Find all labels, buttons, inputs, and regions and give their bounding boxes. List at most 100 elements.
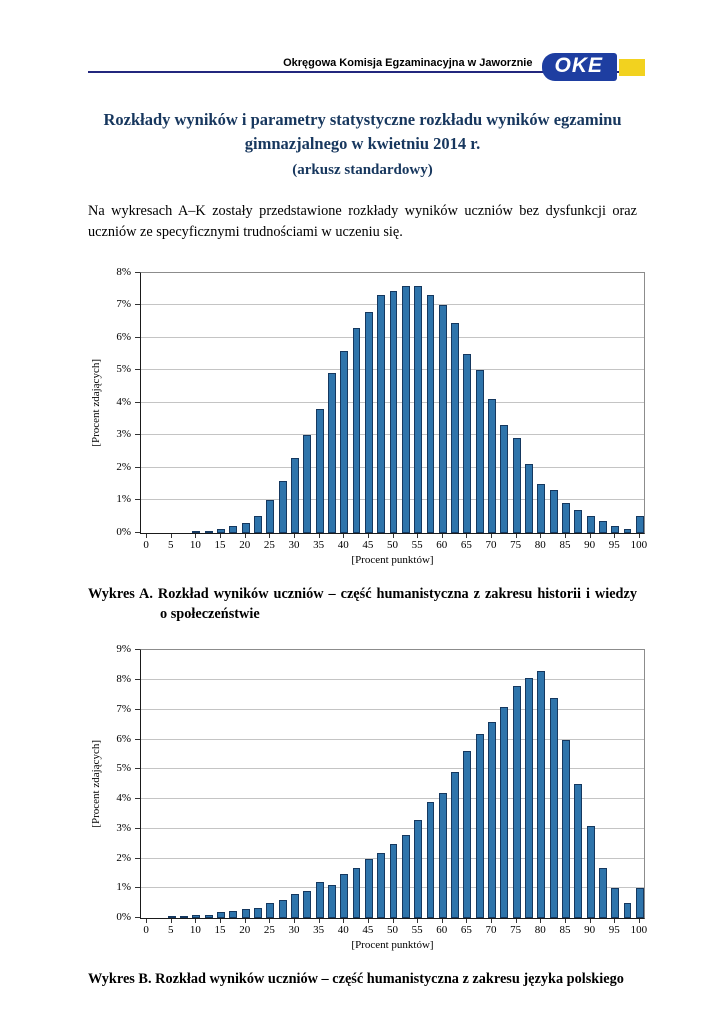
bar (574, 509, 583, 533)
y-tick-mark (135, 369, 140, 371)
document-title-line2: gimnazjalnego w kwietniu 2014 r. (244, 133, 481, 153)
chart-a-caption-line2: o społeczeństwie (160, 606, 260, 623)
bar (401, 285, 410, 533)
bar (475, 733, 484, 919)
x-tick-label: 25 (263, 538, 275, 551)
y-tick-mark (135, 401, 140, 403)
x-tick-mark (220, 533, 222, 538)
header-content: Okręgowa Komisja Egzaminacyjna w Jaworzn… (283, 53, 645, 82)
x-tick-mark (392, 533, 394, 538)
y-tick-mark (135, 678, 140, 680)
y-tick-label: 6% (116, 330, 131, 343)
bar (180, 916, 189, 919)
bar (327, 885, 336, 919)
bar (623, 529, 632, 533)
x-tick-mark (195, 533, 197, 538)
y-tick-mark (135, 531, 140, 533)
bar (635, 516, 644, 533)
x-tick-label: 5 (168, 924, 174, 937)
bar (217, 529, 225, 533)
y-tick-mark (135, 738, 140, 740)
bar (500, 425, 509, 533)
bar (352, 327, 361, 533)
y-tick-label: 5% (116, 363, 131, 376)
y-tick-label: 0% (116, 525, 131, 538)
bar (561, 503, 570, 533)
x-tick-mark (244, 919, 246, 924)
bar (635, 888, 644, 919)
y-tick-label: 9% (116, 643, 131, 656)
x-tick-mark (638, 533, 640, 538)
y-tick-label: 5% (116, 762, 131, 775)
x-tick-label: 55 (411, 924, 423, 937)
bar (377, 852, 386, 919)
bar (438, 305, 447, 533)
x-tick-label: 15 (214, 924, 226, 937)
bar (574, 784, 583, 919)
y-tick-label: 2% (116, 851, 131, 864)
oke-logo: OKE (542, 53, 645, 81)
y-axis: 0% 1% 2% 3% 4% 5% 6% 7% 8% 9% (104, 643, 140, 923)
x-tick-label: 10 (189, 924, 201, 937)
bar (537, 483, 546, 533)
x-tick-mark (367, 533, 369, 538)
chart-b-caption: Wykres B. Rozkład wyników uczniów – częś… (88, 971, 624, 988)
document-title: Rozkłady wyników i parametry statystyczn… (88, 108, 637, 156)
bar (241, 522, 250, 533)
bar (340, 873, 349, 919)
x-tick-mark (146, 533, 148, 538)
x-tick-mark (515, 533, 517, 538)
x-tick-label: 20 (239, 924, 251, 937)
x-tick-label: 35 (313, 924, 325, 937)
plot-area (140, 271, 645, 534)
x-tick-mark (564, 919, 566, 924)
bar (241, 909, 250, 919)
chart-a-grid: [Procent zdających] 0% 1% 2% 3% 4% 5% 6% 7% 8% 0… (88, 266, 647, 570)
bar (451, 323, 460, 533)
y-tick-mark (135, 649, 140, 651)
bar (217, 912, 225, 919)
y-tick-label: 6% (116, 732, 131, 745)
x-tick-mark (540, 533, 542, 538)
bar (525, 678, 533, 919)
x-tick-label: 40 (337, 924, 349, 937)
oke-logo-text: OKE (542, 53, 617, 81)
x-tick-mark (269, 919, 271, 924)
bar (488, 399, 496, 533)
x-tick-label: 0 (143, 538, 149, 551)
chart-a: [Procent zdających] 0% 1% 2% 3% 4% 5% 6% 7% 8% 0… (88, 266, 647, 570)
x-axis-title: [Procent punktów] (351, 553, 434, 566)
y-tick-mark (135, 798, 140, 800)
x-tick-mark (343, 919, 345, 924)
bar (291, 457, 299, 533)
x-tick-label: 30 (288, 538, 300, 551)
x-tick-label: 95 (608, 924, 620, 937)
intro-paragraph: Na wykresach A–K zostały przedstawione r… (88, 202, 637, 241)
y-tick-label: 8% (116, 672, 131, 685)
x-tick-label: 50 (387, 538, 398, 551)
header-rule (88, 71, 645, 73)
bar (500, 706, 509, 919)
x-tick-mark (269, 533, 271, 538)
x-tick-mark (146, 919, 148, 924)
y-tick-label: 8% (116, 265, 131, 278)
x-tick-mark (367, 919, 369, 924)
bar (611, 888, 620, 919)
x-tick-mark (515, 919, 517, 924)
bar (254, 516, 262, 533)
y-tick-label: 7% (116, 298, 131, 311)
gridline (141, 798, 644, 800)
y-tick-label: 1% (116, 493, 131, 506)
x-tick-mark (614, 533, 616, 538)
bar (192, 915, 201, 919)
bar (598, 867, 607, 919)
bar (291, 894, 299, 919)
x-tick-label: 70 (485, 924, 497, 937)
gridline (141, 708, 644, 710)
x-tick-mark (392, 919, 394, 924)
bar (167, 916, 176, 919)
x-tick-label: 25 (263, 924, 275, 937)
y-tick-label: 7% (116, 702, 131, 715)
x-axis: 0 5 10 15 20 25 30 35 40 45 50 55 60 65 70 75 80 85 90 95 10… (140, 533, 647, 554)
x-tick-mark (466, 919, 468, 924)
